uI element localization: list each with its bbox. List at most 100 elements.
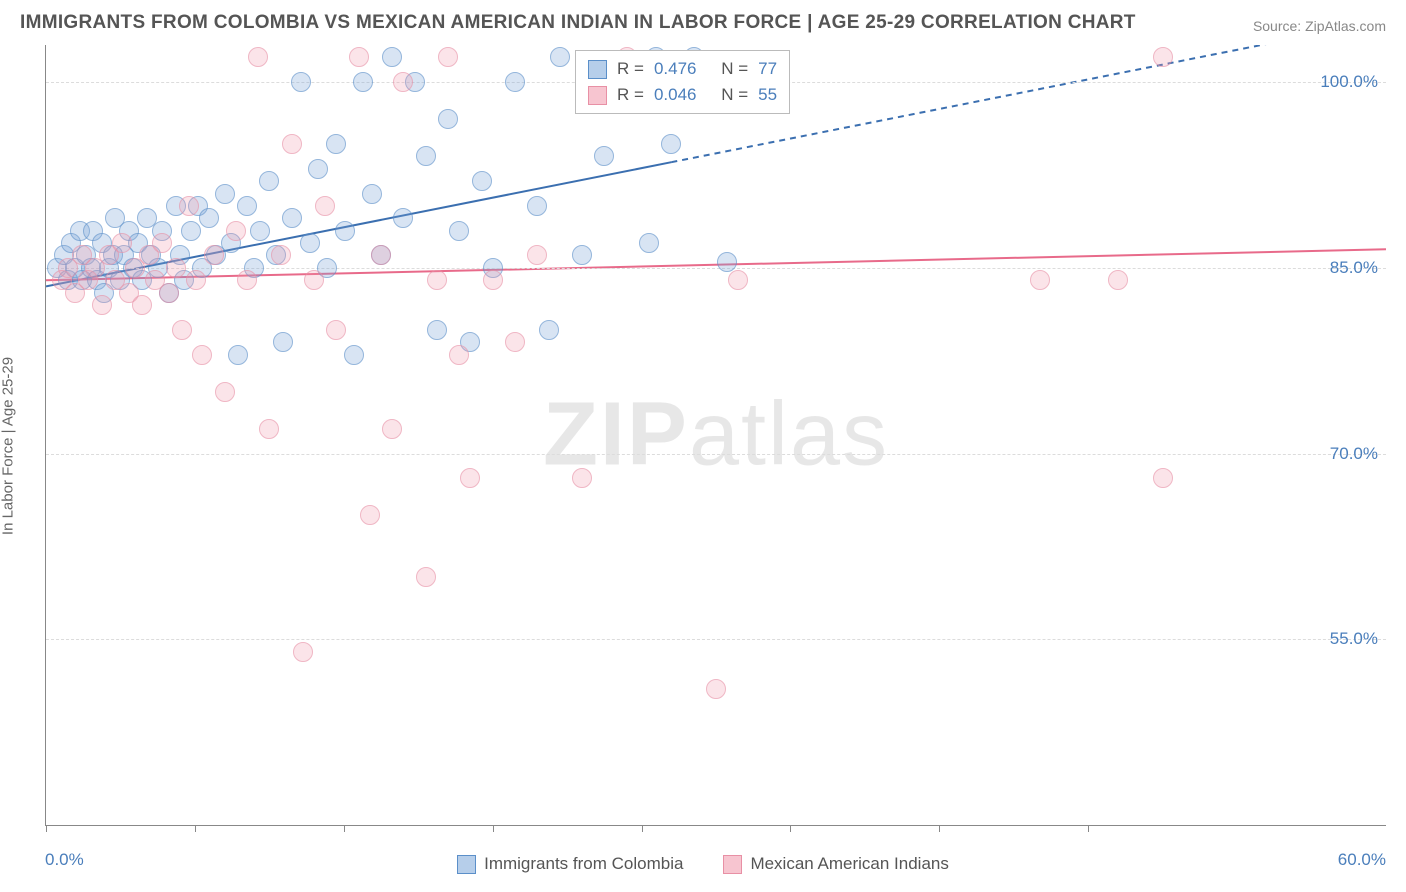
chart-title: IMMIGRANTS FROM COLOMBIA VS MEXICAN AMER… — [20, 12, 1136, 34]
y-tick-label: 100.0% — [1320, 72, 1378, 92]
x-tick — [939, 825, 940, 832]
n-value-colombia: 77 — [758, 56, 777, 82]
data-point — [1153, 47, 1173, 67]
data-point — [132, 295, 152, 315]
data-point — [300, 233, 320, 253]
data-point — [259, 171, 279, 191]
swatch-colombia — [588, 60, 607, 79]
y-tick-label: 70.0% — [1330, 444, 1378, 464]
data-point — [427, 270, 447, 290]
data-point — [159, 283, 179, 303]
data-point — [460, 468, 480, 488]
data-point — [427, 320, 447, 340]
data-point — [527, 196, 547, 216]
x-tick — [1088, 825, 1089, 832]
chart-plot-area: ZIPatlas 55.0%70.0%85.0%100.0% — [45, 45, 1386, 826]
n-label: N = — [721, 56, 748, 82]
data-point — [353, 72, 373, 92]
data-point — [416, 567, 436, 587]
data-point — [382, 47, 402, 67]
trend-lines — [46, 45, 1386, 825]
x-tick — [195, 825, 196, 832]
data-point — [315, 196, 335, 216]
data-point — [204, 245, 224, 265]
data-point — [661, 134, 681, 154]
data-point — [152, 233, 172, 253]
data-point — [349, 47, 369, 67]
data-point — [271, 245, 291, 265]
swatch-colombia-icon — [457, 855, 476, 874]
data-point — [393, 208, 413, 228]
r-label: R = — [617, 56, 644, 82]
legend-item-colombia: Immigrants from Colombia — [457, 854, 683, 874]
swatch-mexai — [588, 86, 607, 105]
data-point — [505, 332, 525, 352]
data-point — [539, 320, 559, 340]
data-point — [237, 196, 257, 216]
data-point — [550, 47, 570, 67]
data-point — [449, 345, 469, 365]
data-point — [112, 233, 132, 253]
data-point — [215, 382, 235, 402]
data-point — [572, 468, 592, 488]
x-tick — [493, 825, 494, 832]
data-point — [304, 270, 324, 290]
legend-label-colombia: Immigrants from Colombia — [484, 854, 683, 874]
r-label: R = — [617, 82, 644, 108]
data-point — [291, 72, 311, 92]
data-point — [728, 270, 748, 290]
data-point — [572, 245, 592, 265]
legend-row-colombia: R = 0.476 N = 77 — [588, 56, 777, 82]
gridline — [46, 639, 1386, 640]
data-point — [282, 208, 302, 228]
data-point — [438, 109, 458, 129]
data-point — [335, 221, 355, 241]
data-point — [326, 134, 346, 154]
data-point — [438, 47, 458, 67]
y-tick-label: 85.0% — [1330, 258, 1378, 278]
data-point — [382, 419, 402, 439]
correlation-legend: R = 0.476 N = 77 R = 0.046 N = 55 — [575, 50, 790, 114]
data-point — [472, 171, 492, 191]
data-point — [199, 208, 219, 228]
source-label: Source: ZipAtlas.com — [1253, 18, 1386, 34]
data-point — [181, 221, 201, 241]
legend-bottom: Immigrants from Colombia Mexican America… — [0, 854, 1406, 874]
data-point — [639, 233, 659, 253]
legend-label-mexai: Mexican American Indians — [750, 854, 948, 874]
data-point — [594, 146, 614, 166]
data-point — [362, 184, 382, 204]
data-point — [371, 245, 391, 265]
data-point — [308, 159, 328, 179]
data-point — [1030, 270, 1050, 290]
gridline — [46, 454, 1386, 455]
data-point — [505, 72, 525, 92]
data-point — [273, 332, 293, 352]
data-point — [226, 221, 246, 241]
x-tick — [790, 825, 791, 832]
x-tick — [344, 825, 345, 832]
n-label: N = — [721, 82, 748, 108]
data-point — [92, 295, 112, 315]
data-point — [248, 47, 268, 67]
r-value-mexai: 0.046 — [654, 82, 697, 108]
data-point — [166, 258, 186, 278]
r-value-colombia: 0.476 — [654, 56, 697, 82]
data-point — [393, 72, 413, 92]
data-point — [527, 245, 547, 265]
data-point — [360, 505, 380, 525]
data-point — [259, 419, 279, 439]
legend-item-mexai: Mexican American Indians — [723, 854, 948, 874]
legend-row-mexai: R = 0.046 N = 55 — [588, 82, 777, 108]
y-tick-label: 55.0% — [1330, 629, 1378, 649]
data-point — [1153, 468, 1173, 488]
data-point — [250, 221, 270, 241]
data-point — [172, 320, 192, 340]
swatch-mexai-icon — [723, 855, 742, 874]
data-point — [186, 270, 206, 290]
data-point — [179, 196, 199, 216]
x-tick — [46, 825, 47, 832]
data-point — [706, 679, 726, 699]
data-point — [282, 134, 302, 154]
y-axis-label: In Labor Force | Age 25-29 — [0, 357, 17, 535]
